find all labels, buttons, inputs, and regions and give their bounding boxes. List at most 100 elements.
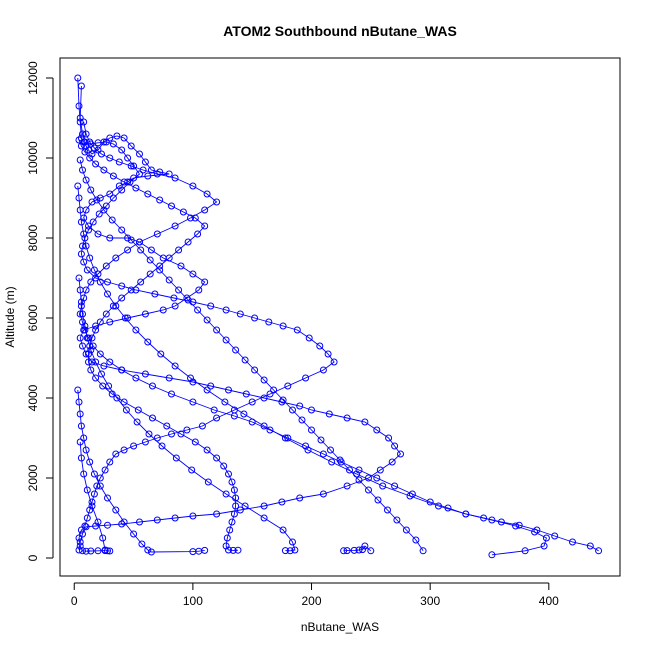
data-point <box>138 540 146 548</box>
data-point <box>242 390 250 398</box>
data-point <box>289 538 296 546</box>
data-point <box>373 426 381 434</box>
data-point <box>304 446 312 454</box>
data-point <box>132 374 140 382</box>
series-8 <box>76 438 114 555</box>
data-point <box>100 362 108 370</box>
data-point <box>127 142 135 150</box>
data-point <box>168 202 175 210</box>
data-point <box>412 536 420 544</box>
data-point <box>189 270 197 278</box>
data-point <box>346 466 353 474</box>
data-point <box>87 278 95 286</box>
data-point <box>79 310 86 318</box>
data-point <box>87 366 95 374</box>
data-point <box>270 386 278 394</box>
data-point <box>85 222 92 230</box>
data-point <box>120 178 128 186</box>
data-point <box>76 334 84 342</box>
data-point <box>361 418 369 426</box>
data-point <box>157 350 165 358</box>
x-tick-label: 100 <box>183 594 203 608</box>
data-point <box>90 144 98 152</box>
data-point <box>75 398 83 406</box>
data-point <box>462 510 470 518</box>
data-point <box>391 442 399 450</box>
data-point <box>127 162 135 170</box>
data-point <box>184 296 192 304</box>
data-point <box>488 516 496 524</box>
data-point <box>96 278 104 286</box>
data-point <box>228 518 236 526</box>
data-point <box>179 208 187 216</box>
data-point <box>175 286 183 294</box>
data-point <box>77 454 85 462</box>
data-point <box>228 478 236 486</box>
data-point <box>118 366 126 374</box>
data-point <box>317 436 325 444</box>
series-line <box>343 545 372 552</box>
data-point <box>106 190 114 198</box>
data-point <box>86 506 94 514</box>
data-point <box>373 474 381 482</box>
data-point <box>74 182 82 190</box>
data-point <box>104 521 111 529</box>
data-point <box>104 547 111 555</box>
data-point <box>87 186 95 194</box>
data-point <box>106 154 114 162</box>
series-line <box>79 159 424 552</box>
data-point <box>374 496 382 504</box>
data-point <box>201 206 209 214</box>
data-point <box>175 246 183 254</box>
data-point <box>118 282 126 290</box>
data-point <box>124 154 132 162</box>
data-point <box>120 446 128 454</box>
data-point <box>85 358 92 366</box>
data-point <box>213 510 221 518</box>
data-point <box>230 486 238 494</box>
data-point <box>137 246 145 254</box>
data-point <box>419 547 427 555</box>
data-point <box>435 502 442 510</box>
data-point <box>361 542 369 550</box>
data-point <box>355 476 363 484</box>
data-point <box>305 334 313 342</box>
data-point <box>223 534 231 542</box>
data-point <box>85 146 92 154</box>
data-point <box>77 218 85 226</box>
data-point <box>542 534 550 542</box>
data-point <box>77 82 85 90</box>
data-point <box>141 438 149 446</box>
data-point <box>90 490 98 498</box>
plot-frame <box>59 57 621 577</box>
data-point <box>76 286 84 294</box>
data-point <box>96 318 104 326</box>
data-point <box>230 412 238 420</box>
data-point <box>281 547 289 555</box>
data-point <box>225 470 232 478</box>
data-point <box>480 514 488 522</box>
data-point <box>153 230 161 238</box>
data-point <box>130 442 138 450</box>
data-point <box>204 478 212 486</box>
series-3 <box>75 136 242 554</box>
data-point <box>153 434 161 442</box>
data-point <box>132 286 140 294</box>
data-point <box>531 528 539 536</box>
data-point <box>171 514 179 522</box>
data-point <box>153 516 161 524</box>
data-point <box>201 278 209 286</box>
data-point <box>141 310 149 318</box>
data-point <box>171 174 179 182</box>
data-point <box>278 498 286 506</box>
data-point <box>120 518 128 526</box>
data-point <box>146 256 154 264</box>
data-point <box>336 456 344 464</box>
data-point <box>76 410 84 418</box>
data-point <box>308 406 315 414</box>
data-point <box>156 196 164 204</box>
data-point <box>77 526 85 534</box>
data-point <box>260 376 268 384</box>
data-point <box>76 114 84 122</box>
